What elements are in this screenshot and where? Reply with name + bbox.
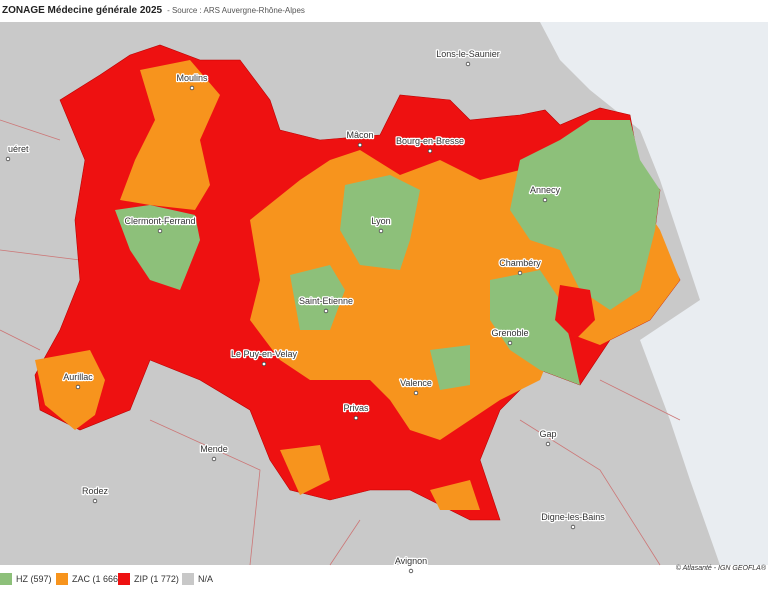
- city-label: Mâcon: [346, 130, 373, 140]
- city-label: Avignon: [395, 556, 427, 566]
- city-label: Saint-Etienne: [299, 296, 353, 306]
- map-title: ZONAGE Médecine générale 2025 - Source : …: [2, 5, 305, 16]
- city-marker: [517, 270, 523, 276]
- city-label: Gap: [539, 429, 556, 439]
- city-marker: [408, 568, 414, 574]
- city-marker: [378, 228, 384, 234]
- zip-patch: [555, 285, 595, 340]
- city-marker: [92, 498, 98, 504]
- city-marker: [353, 415, 359, 421]
- city-label: Valence: [400, 378, 432, 388]
- sea-foreign: [540, 22, 768, 565]
- city-marker: [189, 85, 195, 91]
- city-marker: [545, 441, 551, 447]
- legend-swatch: [182, 573, 194, 585]
- city-marker: [507, 340, 513, 346]
- city-marker: [427, 148, 433, 154]
- city-label: Le Puy-en-Velay: [231, 349, 298, 359]
- city-label: Lons-le-Saunier: [436, 49, 500, 59]
- city-label: Clermont-Ferrand: [124, 216, 195, 226]
- legend: HZ (597) ZAC (1 666) ZIP (1 772) N/A: [0, 573, 213, 585]
- map[interactable]: Lons-le-Saunier Moulins Mâcon Bourg-en-Bres…: [0, 22, 768, 574]
- city-marker: [413, 390, 419, 396]
- legend-swatch: [56, 573, 68, 585]
- city-marker: [5, 156, 11, 162]
- city-label: Digne-les-Bains: [541, 512, 605, 522]
- city-marker: [465, 61, 471, 67]
- city-label: Mende: [200, 444, 228, 454]
- legend-swatch: [0, 573, 12, 585]
- legend-label: N/A: [198, 574, 213, 584]
- legend-swatch: [118, 573, 130, 585]
- borders: [0, 119, 681, 566]
- city-label: Aurillac: [63, 372, 93, 382]
- city-label: uéret: [8, 144, 29, 154]
- city-labels: Lons-le-Saunier Moulins Mâcon Bourg-en-Bres…: [5, 48, 607, 574]
- city-label: Privas: [343, 403, 369, 413]
- city-marker: [542, 197, 548, 203]
- legend-label: HZ (597): [16, 574, 52, 584]
- hz-areas: [115, 120, 660, 390]
- city-label: Moulins: [176, 73, 208, 83]
- city-marker: [211, 456, 217, 462]
- city-label: Annecy: [530, 185, 561, 195]
- source: - Source : ARS Auvergne-Rhône-Alpes: [167, 6, 305, 15]
- city-marker: [75, 384, 81, 390]
- title: ZONAGE Médecine générale 2025: [2, 5, 163, 16]
- city-label: Chambéry: [499, 258, 541, 268]
- city-label: Bourg-en-Bresse: [396, 136, 464, 146]
- city-label: Grenoble: [491, 328, 528, 338]
- city-marker: [323, 308, 329, 314]
- city-label: Lyon: [371, 216, 390, 226]
- city-marker: [261, 361, 267, 367]
- attribution: © Atlasanté - IGN GEOFLA®: [676, 564, 767, 572]
- city-label: Rodez: [82, 486, 109, 496]
- city-marker: [570, 524, 576, 530]
- legend-label: ZAC (1 666): [72, 574, 121, 584]
- city-marker: [157, 228, 163, 234]
- legend-label: ZIP (1 772): [134, 574, 179, 584]
- city-marker: [357, 142, 363, 148]
